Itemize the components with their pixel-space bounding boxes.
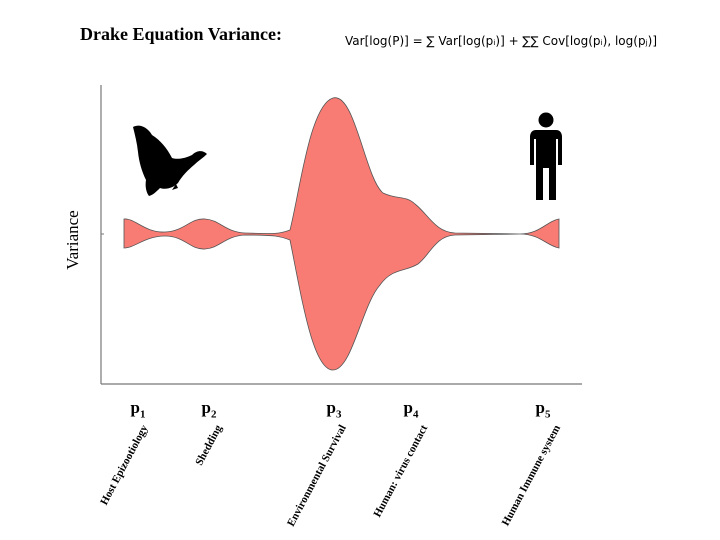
person-icon <box>530 112 562 200</box>
p5-label: p5 <box>535 398 551 421</box>
p3-label: p3 <box>326 398 342 421</box>
p1-label: p1 <box>130 398 146 421</box>
bat-icon <box>133 125 207 196</box>
variance-formula: Var[log(P)] = ∑ Var[log(pᵢ)] + ∑∑ Cov[lo… <box>345 34 658 48</box>
variance-violin-shape <box>123 97 560 371</box>
p2-label: p2 <box>201 398 217 421</box>
diagram-title: Drake Equation Variance: <box>80 24 283 44</box>
p4-label: p4 <box>403 398 419 421</box>
